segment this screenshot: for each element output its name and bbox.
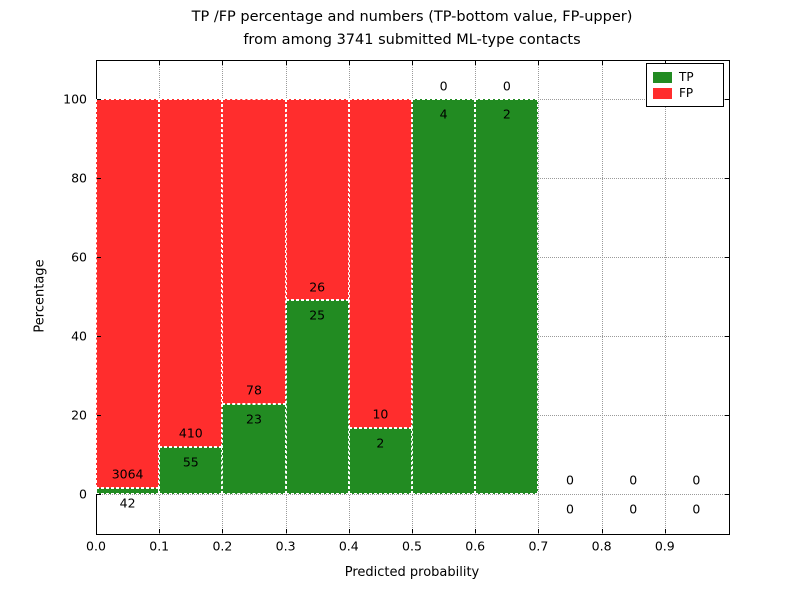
fp-bar <box>285 99 349 301</box>
x-tick-label: 0.8 <box>591 538 612 554</box>
y-tick-mark <box>97 257 101 259</box>
x-tick-mark <box>222 529 224 533</box>
x-tick-label: 0.5 <box>402 538 422 554</box>
x-tick-label: 0.2 <box>212 538 233 554</box>
chart-title: TP /FP percentage and numbers (TP-bottom… <box>96 6 728 52</box>
x-tick-mark-top <box>222 61 224 65</box>
x-tick-label: 0.0 <box>86 538 106 554</box>
x-tick-mark-top <box>412 61 413 65</box>
fp-count-label: 78 <box>246 382 262 398</box>
y-axis-label: Percentage <box>32 259 48 333</box>
x-tick-label: 0.7 <box>528 538 549 554</box>
x-tick-label: 0.9 <box>654 538 675 554</box>
tp-bar <box>96 488 160 494</box>
tp-count-label: 25 <box>309 307 326 323</box>
fp-count-label: 10 <box>372 406 389 422</box>
chart-title-line1: TP /FP percentage and numbers (TP-bottom… <box>191 9 633 25</box>
tp-count-label: 2 <box>502 106 511 122</box>
legend-label-fp: FP <box>679 86 694 100</box>
y-tick-mark <box>97 178 101 180</box>
tp-count-label: 0 <box>692 501 701 517</box>
tp-count-label: 2 <box>376 435 385 451</box>
tp-bar <box>285 300 349 494</box>
fp-count-label: 0 <box>692 472 701 488</box>
x-tick-mark <box>412 529 413 533</box>
y-tick-mark-right <box>725 178 729 180</box>
x-tick-mark-top <box>475 61 477 65</box>
y-tick-mark-right <box>725 257 729 259</box>
tp-count-label: 0 <box>629 501 638 517</box>
x-tick-mark-top <box>159 61 161 65</box>
y-tick-label: 20 <box>71 407 87 423</box>
fp-bar <box>222 99 286 404</box>
y-tick-mark <box>97 335 101 337</box>
tp-bar <box>475 99 539 494</box>
x-tick-label: 0.1 <box>149 538 170 554</box>
x-tick-mark-top <box>96 61 97 65</box>
grid-line-vertical <box>664 61 666 534</box>
x-tick-mark <box>348 529 350 533</box>
fp-bar <box>159 99 223 447</box>
fp-count-label: 0 <box>566 472 574 488</box>
tp-count-label: 4 <box>439 106 448 122</box>
x-tick-mark <box>601 529 603 533</box>
x-tick-mark-top <box>348 61 350 65</box>
fp-count-label: 3064 <box>111 466 144 482</box>
y-tick-mark <box>97 99 101 101</box>
tp-bar <box>412 99 476 494</box>
x-tick-mark-top <box>538 61 540 65</box>
y-tick-mark-right <box>725 335 729 337</box>
x-tick-mark <box>475 529 477 533</box>
fp-bar <box>96 99 160 489</box>
y-tick-label: 60 <box>71 249 87 265</box>
y-tick-label: 0 <box>79 486 87 502</box>
y-tick-label: 80 <box>71 170 87 186</box>
y-tick-mark-right <box>725 414 729 416</box>
legend: TP FP <box>646 63 724 107</box>
x-tick-mark <box>96 529 97 533</box>
x-tick-label: 0.4 <box>338 538 359 554</box>
grid-line-horizontal <box>97 493 729 495</box>
x-tick-label: 0.6 <box>465 538 486 554</box>
chart-title-line2: from among 3741 submitted ML-type contac… <box>243 32 581 48</box>
x-tick-mark-top <box>285 61 287 65</box>
x-tick-mark <box>538 529 540 533</box>
grid-line-vertical <box>601 61 603 534</box>
legend-item-fp: FP <box>653 86 717 100</box>
tp-bar <box>348 427 412 494</box>
fp-count-label: 410 <box>178 425 203 441</box>
fp-bar <box>348 99 412 428</box>
tp-bar <box>159 446 223 494</box>
y-tick-label: 100 <box>63 91 87 107</box>
x-tick-mark <box>664 529 666 533</box>
x-tick-mark <box>285 529 287 533</box>
fp-count-label: 0 <box>502 78 511 94</box>
tp-count-label: 55 <box>182 454 199 470</box>
legend-item-tp: TP <box>653 70 717 84</box>
tp-count-label: 42 <box>119 495 136 511</box>
legend-swatch-fp <box>653 87 672 99</box>
grid-line-vertical <box>538 61 540 534</box>
fp-count-label: 0 <box>629 472 638 488</box>
tp-count-label: 0 <box>566 501 574 517</box>
tp-bar <box>222 403 286 494</box>
tp-count-label: 23 <box>246 411 262 427</box>
x-tick-mark <box>159 529 161 533</box>
y-tick-mark-right <box>725 493 729 495</box>
y-tick-mark <box>97 414 101 416</box>
y-tick-mark <box>97 493 101 495</box>
legend-swatch-tp <box>653 71 672 83</box>
x-tick-label: 0.3 <box>275 538 296 554</box>
legend-label-tp: TP <box>679 70 694 84</box>
y-tick-mark-right <box>725 99 729 101</box>
fp-count-label: 26 <box>309 279 326 295</box>
x-axis-label: Predicted probability <box>344 565 480 580</box>
x-tick-mark-top <box>601 61 603 65</box>
y-tick-label: 40 <box>71 328 87 344</box>
fp-count-label: 0 <box>439 78 448 94</box>
